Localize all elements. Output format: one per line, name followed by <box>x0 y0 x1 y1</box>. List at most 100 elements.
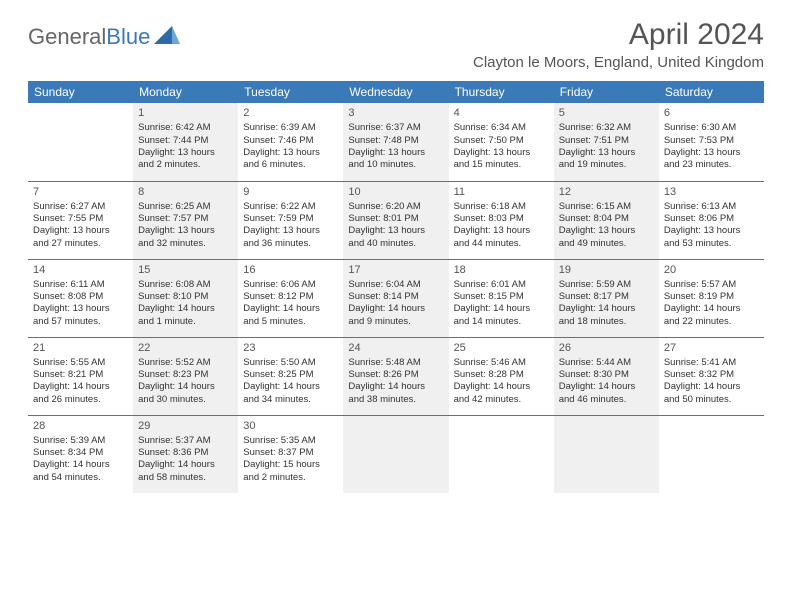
daylight-text: Daylight: 13 hours <box>664 147 759 159</box>
sunrise-text: Sunrise: 6:37 AM <box>348 122 443 134</box>
day-cell: 21Sunrise: 5:55 AMSunset: 8:21 PMDayligh… <box>28 337 133 415</box>
day-number: 18 <box>454 263 549 277</box>
daylight-text: Daylight: 14 hours <box>243 303 338 315</box>
day-header-thursday: Thursday <box>449 81 554 103</box>
daylight-text: Daylight: 15 hours <box>243 459 338 471</box>
sunrise-text: Sunrise: 5:46 AM <box>454 357 549 369</box>
day-cell: 9Sunrise: 6:22 AMSunset: 7:59 PMDaylight… <box>238 181 343 259</box>
day-cell: 18Sunrise: 6:01 AMSunset: 8:15 PMDayligh… <box>449 259 554 337</box>
sunset-text: Sunset: 8:14 PM <box>348 291 443 303</box>
sunset-text: Sunset: 8:28 PM <box>454 369 549 381</box>
daylight-text: and 36 minutes. <box>243 238 338 250</box>
daylight-text: Daylight: 14 hours <box>33 459 128 471</box>
sunrise-text: Sunrise: 5:44 AM <box>559 357 654 369</box>
daylight-text: and 34 minutes. <box>243 394 338 406</box>
day-cell: 25Sunrise: 5:46 AMSunset: 8:28 PMDayligh… <box>449 337 554 415</box>
day-cell: 2Sunrise: 6:39 AMSunset: 7:46 PMDaylight… <box>238 103 343 181</box>
day-cell: 14Sunrise: 6:11 AMSunset: 8:08 PMDayligh… <box>28 259 133 337</box>
sunset-text: Sunset: 8:15 PM <box>454 291 549 303</box>
day-number: 30 <box>243 419 338 433</box>
day-number: 17 <box>348 263 443 277</box>
sunset-text: Sunset: 7:53 PM <box>664 135 759 147</box>
day-cell: 3Sunrise: 6:37 AMSunset: 7:48 PMDaylight… <box>343 103 448 181</box>
sunrise-text: Sunrise: 6:42 AM <box>138 122 233 134</box>
daylight-text: and 32 minutes. <box>138 238 233 250</box>
day-cell: 8Sunrise: 6:25 AMSunset: 7:57 PMDaylight… <box>133 181 238 259</box>
brand-part1: General <box>28 24 106 50</box>
daylight-text: Daylight: 14 hours <box>33 381 128 393</box>
day-number: 7 <box>33 185 128 199</box>
daylight-text: Daylight: 13 hours <box>454 225 549 237</box>
sunset-text: Sunset: 8:21 PM <box>33 369 128 381</box>
daylight-text: Daylight: 14 hours <box>243 381 338 393</box>
location-text: Clayton le Moors, England, United Kingdo… <box>473 54 764 71</box>
day-cell: 5Sunrise: 6:32 AMSunset: 7:51 PMDaylight… <box>554 103 659 181</box>
daylight-text: Daylight: 13 hours <box>138 147 233 159</box>
daylight-text: and 22 minutes. <box>664 316 759 328</box>
day-number: 28 <box>33 419 128 433</box>
day-number: 4 <box>454 106 549 120</box>
sunset-text: Sunset: 7:55 PM <box>33 213 128 225</box>
day-cell: 10Sunrise: 6:20 AMSunset: 8:01 PMDayligh… <box>343 181 448 259</box>
sunrise-text: Sunrise: 5:57 AM <box>664 279 759 291</box>
daylight-text: and 5 minutes. <box>243 316 338 328</box>
day-cell: 15Sunrise: 6:08 AMSunset: 8:10 PMDayligh… <box>133 259 238 337</box>
day-cell <box>659 415 764 493</box>
sunrise-text: Sunrise: 6:06 AM <box>243 279 338 291</box>
daylight-text: and 42 minutes. <box>454 394 549 406</box>
week-row: 14Sunrise: 6:11 AMSunset: 8:08 PMDayligh… <box>28 259 764 337</box>
sunrise-text: Sunrise: 6:32 AM <box>559 122 654 134</box>
brand-logo: GeneralBlue <box>28 24 180 50</box>
day-cell <box>28 103 133 181</box>
day-cell: 27 Sunrise: 5:41 AMSunset: 8:32 PMDayligh… <box>659 337 764 415</box>
sunset-text: Sunset: 8:01 PM <box>348 213 443 225</box>
sunset-text: Sunset: 8:30 PM <box>559 369 654 381</box>
daylight-text: and 27 minutes. <box>33 238 128 250</box>
day-cell: 19Sunrise: 5:59 AMSunset: 8:17 PMDayligh… <box>554 259 659 337</box>
day-number: 2 <box>243 106 338 120</box>
daylight-text: and 40 minutes. <box>348 238 443 250</box>
daylight-text: Daylight: 13 hours <box>33 303 128 315</box>
sunset-text: Sunset: 8:12 PM <box>243 291 338 303</box>
day-number: 6 <box>664 106 759 120</box>
day-cell: 7Sunrise: 6:27 AMSunset: 7:55 PMDaylight… <box>28 181 133 259</box>
sunset-text: Sunset: 8:10 PM <box>138 291 233 303</box>
sunrise-text: Sunrise: 5:55 AM <box>33 357 128 369</box>
sunrise-text: Sunrise: 5:50 AM <box>243 357 338 369</box>
daylight-text: Daylight: 13 hours <box>138 225 233 237</box>
day-number: 13 <box>664 185 759 199</box>
daylight-text: and 18 minutes. <box>559 316 654 328</box>
sunset-text: Sunset: 7:57 PM <box>138 213 233 225</box>
day-cell <box>343 415 448 493</box>
sunrise-text: Sunrise: 6:11 AM <box>33 279 128 291</box>
day-number: 24 <box>348 341 443 355</box>
day-number: 25 <box>454 341 549 355</box>
day-header-friday: Friday <box>554 81 659 103</box>
day-cell: 13Sunrise: 6:13 AMSunset: 8:06 PMDayligh… <box>659 181 764 259</box>
daylight-text: Daylight: 14 hours <box>664 381 759 393</box>
day-number: 3 <box>348 106 443 120</box>
day-cell: 11Sunrise: 6:18 AMSunset: 8:03 PMDayligh… <box>449 181 554 259</box>
sunrise-text: Sunrise: 5:41 AM <box>664 357 759 369</box>
day-header-tuesday: Tuesday <box>238 81 343 103</box>
day-number: 16 <box>243 263 338 277</box>
daylight-text: Daylight: 14 hours <box>454 303 549 315</box>
day-number: 27 <box>664 341 759 355</box>
day-number: 10 <box>348 185 443 199</box>
sunset-text: Sunset: 8:32 PM <box>664 369 759 381</box>
day-number: 22 <box>138 341 233 355</box>
sunset-text: Sunset: 8:17 PM <box>559 291 654 303</box>
daylight-text: and 58 minutes. <box>138 472 233 484</box>
daylight-text: and 23 minutes. <box>664 159 759 171</box>
sunset-text: Sunset: 7:51 PM <box>559 135 654 147</box>
sunset-text: Sunset: 7:44 PM <box>138 135 233 147</box>
sunset-text: Sunset: 8:19 PM <box>664 291 759 303</box>
sunset-text: Sunset: 7:46 PM <box>243 135 338 147</box>
day-header-saturday: Saturday <box>659 81 764 103</box>
day-header-sunday: Sunday <box>28 81 133 103</box>
daylight-text: and 2 minutes. <box>138 159 233 171</box>
month-title: April 2024 <box>473 18 764 52</box>
daylight-text: and 6 minutes. <box>243 159 338 171</box>
day-number: 14 <box>33 263 128 277</box>
daylight-text: and 38 minutes. <box>348 394 443 406</box>
